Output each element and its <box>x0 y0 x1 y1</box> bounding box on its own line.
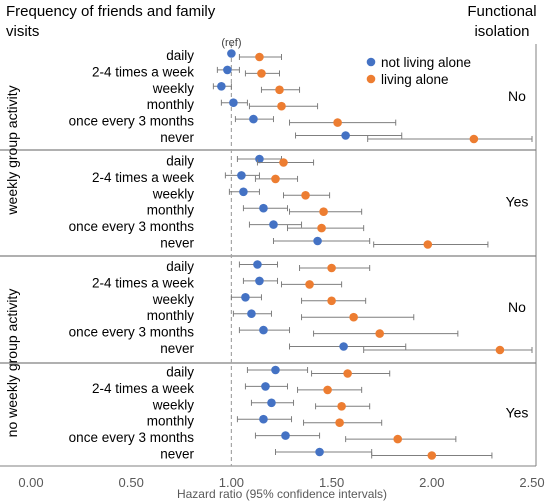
category-label: monthly <box>147 97 195 112</box>
living-alone-point <box>317 223 326 233</box>
category-label: daily <box>166 48 194 63</box>
right-header-title: Functional isolation <box>467 3 537 40</box>
not-living-alone-point <box>253 260 262 269</box>
category-label: monthly <box>147 203 195 218</box>
category-label: once every 3 months <box>69 430 195 445</box>
group-label-1: no weekly group activity <box>4 289 20 438</box>
category-label: never <box>160 447 194 462</box>
living-alone-point <box>375 329 384 338</box>
legend-label-1: living alone <box>381 72 449 87</box>
category-label: daily <box>166 154 194 169</box>
legend-marker-1 <box>366 74 376 84</box>
reference-label: (ref) <box>221 37 241 49</box>
living-alone-point <box>271 174 280 184</box>
living-alone-point <box>343 369 352 378</box>
living-alone-point <box>327 296 336 306</box>
not-living-alone-point <box>259 325 268 335</box>
category-label: daily <box>166 259 194 274</box>
living-alone-point <box>327 263 336 273</box>
living-alone-point <box>279 158 288 167</box>
x-axis-label: Hazard ratio (95% confidence intervals) <box>177 487 387 501</box>
living-alone-point <box>495 345 505 355</box>
category-label: once every 3 months <box>69 114 195 129</box>
living-alone-point <box>319 207 328 216</box>
x-tick-label-5: 2.50 <box>519 475 544 490</box>
not-living-alone-point <box>339 342 348 351</box>
category-label: 2-4 times a week <box>92 170 194 185</box>
not-living-alone-point <box>259 414 268 424</box>
not-living-alone-point <box>271 365 280 375</box>
living-alone-point <box>423 240 433 249</box>
x-tick-label-2: 1.00 <box>219 475 244 490</box>
living-alone-point <box>335 418 344 428</box>
category-label: weekly <box>152 186 195 201</box>
isolation-label-4: Yes <box>506 405 529 421</box>
category-label: 2-4 times a week <box>92 381 194 396</box>
legend-marker-0 <box>366 57 376 67</box>
living-alone-point <box>349 312 358 322</box>
living-alone-point <box>301 191 310 200</box>
legend-label-0: not living alone <box>381 55 471 70</box>
not-living-alone-point <box>239 187 248 197</box>
category-label: weekly <box>152 397 195 412</box>
living-alone-point <box>255 52 264 62</box>
category-label: 2-4 times a week <box>92 275 194 290</box>
category-label: monthly <box>147 308 195 323</box>
category-label: 2-4 times a week <box>92 64 194 79</box>
not-living-alone-point <box>269 220 278 229</box>
category-label: never <box>160 236 194 251</box>
category-label: monthly <box>147 414 195 429</box>
isolation-label-3: No <box>508 299 526 315</box>
not-living-alone-point <box>259 203 268 213</box>
not-living-alone-point <box>267 398 276 408</box>
x-tick-label-3: 1.50 <box>319 475 344 490</box>
not-living-alone-point <box>217 82 226 91</box>
not-living-alone-point <box>255 276 264 286</box>
not-living-alone-point <box>313 236 322 246</box>
isolation-label-2: Yes <box>506 194 529 210</box>
category-label: never <box>160 341 194 356</box>
category-label: once every 3 months <box>69 219 195 234</box>
group-label-0: weekly group activity <box>4 85 20 215</box>
x-tick-label-0: 0.00 <box>18 475 43 490</box>
not-living-alone-point <box>223 65 232 75</box>
living-alone-point <box>469 134 479 144</box>
living-alone-point <box>427 451 437 460</box>
not-living-alone-point <box>241 293 250 302</box>
x-tick-label-4: 2.00 <box>419 475 444 490</box>
not-living-alone-point <box>237 171 246 180</box>
not-living-alone-point <box>315 447 324 457</box>
not-living-alone-point <box>341 131 350 140</box>
category-label: weekly <box>152 81 195 96</box>
not-living-alone-point <box>261 382 270 391</box>
not-living-alone-point <box>227 49 236 58</box>
x-tick-label-1: 0.50 <box>119 475 144 490</box>
living-alone-point <box>257 69 266 78</box>
living-alone-point <box>337 402 346 411</box>
not-living-alone-point <box>229 98 238 107</box>
living-alone-point <box>333 118 342 127</box>
isolation-label-1: No <box>508 88 526 104</box>
left-header-title: Frequency of friends and family visits <box>6 3 216 40</box>
living-alone-point <box>275 85 284 95</box>
living-alone-point <box>305 280 314 289</box>
not-living-alone-point <box>247 309 256 319</box>
living-alone-point <box>277 101 286 111</box>
living-alone-point <box>393 434 403 444</box>
not-living-alone-point <box>281 431 290 440</box>
category-label: daily <box>166 365 194 380</box>
category-label: never <box>160 130 194 145</box>
category-label: once every 3 months <box>69 325 195 340</box>
living-alone-point <box>323 385 332 395</box>
category-label: weekly <box>152 292 195 307</box>
not-living-alone-point <box>249 114 258 124</box>
